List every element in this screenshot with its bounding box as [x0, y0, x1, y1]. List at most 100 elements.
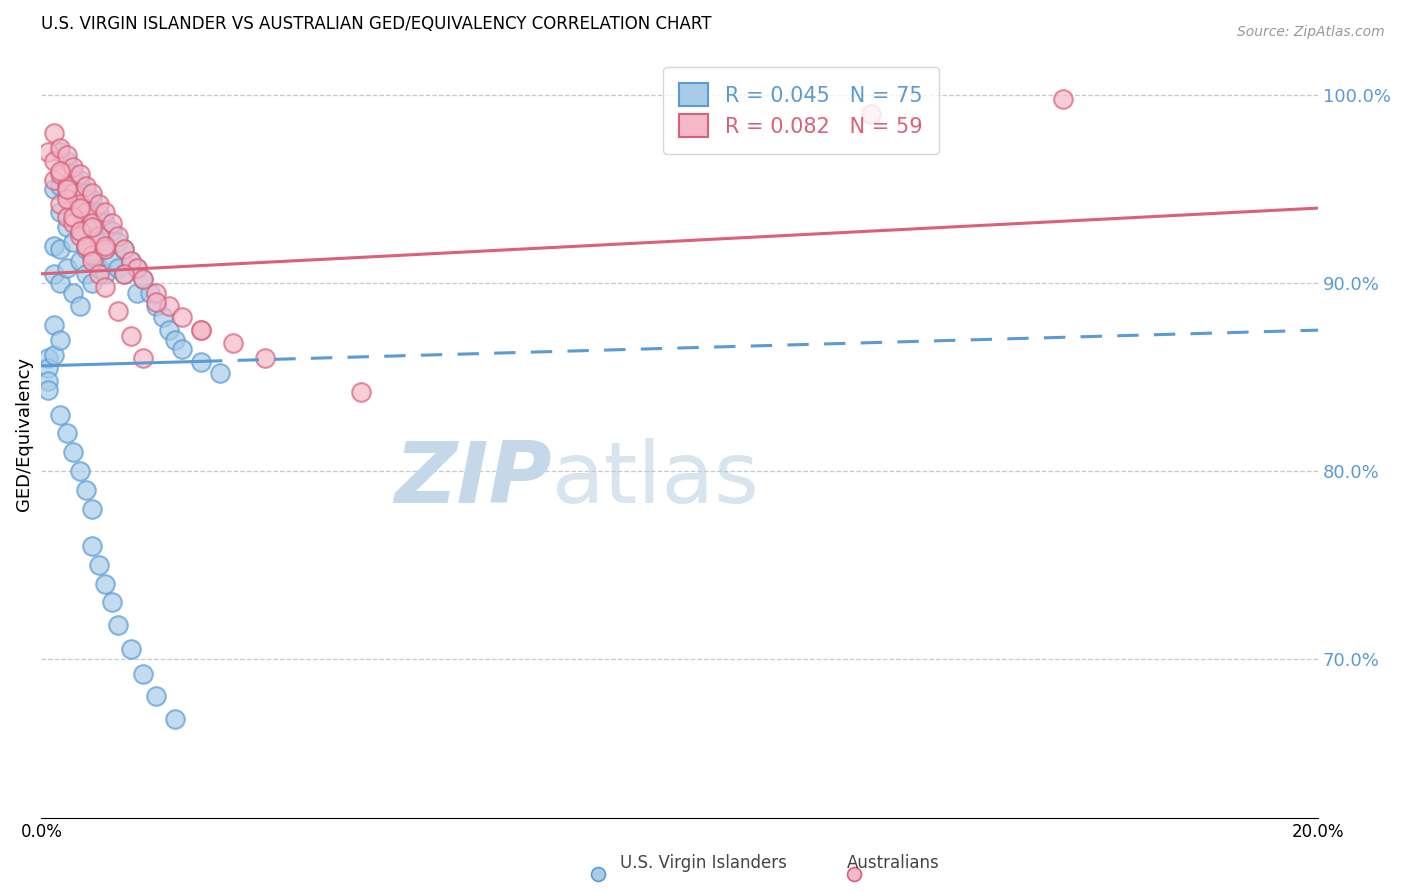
Point [49, 333, 72, 347]
Point [49, 408, 72, 422]
Point [190, 323, 212, 337]
Point [69, 224, 91, 238]
Point [62, 216, 84, 230]
Point [82, 192, 104, 206]
Text: ZIP: ZIP [395, 438, 553, 521]
Point [37, 384, 59, 398]
Point [42, 348, 65, 362]
Point [42, 182, 65, 196]
Point [49, 197, 72, 211]
Point [62, 285, 84, 300]
Point [107, 229, 129, 244]
Point [94, 238, 117, 252]
Point [94, 216, 117, 230]
Point [49, 243, 72, 257]
Point [56, 178, 79, 193]
Point [69, 201, 91, 215]
Point [49, 163, 72, 178]
Point [42, 318, 65, 332]
Point [82, 276, 104, 290]
Point [56, 192, 79, 206]
Text: U.S. VIRGIN ISLANDER VS AUSTRALIAN GED/EQUIVALENCY CORRELATION CHART: U.S. VIRGIN ISLANDER VS AUSTRALIAN GED/E… [41, 15, 711, 33]
Point [87, 229, 110, 244]
Point [62, 211, 84, 225]
Point [56, 186, 79, 200]
Point [69, 253, 91, 268]
Point [62, 160, 84, 174]
Point [120, 642, 142, 657]
Point [56, 182, 79, 196]
Text: atlas: atlas [553, 438, 761, 521]
Point [209, 367, 232, 381]
Point [42, 154, 65, 169]
Point [94, 576, 117, 591]
Point [120, 253, 142, 268]
Point [69, 167, 91, 181]
Point [69, 173, 91, 187]
Point [120, 328, 142, 343]
Point [82, 501, 104, 516]
Point [82, 248, 104, 262]
Point [132, 272, 155, 286]
Point [82, 248, 104, 262]
Point [42, 238, 65, 252]
Text: Australians: Australians [846, 855, 939, 872]
Point [56, 154, 79, 169]
Point [132, 351, 155, 366]
Point [82, 216, 104, 230]
Point [94, 243, 117, 257]
Text: U.S. Virgin Islanders: U.S. Virgin Islanders [620, 855, 786, 872]
Point [87, 204, 110, 219]
Text: Source: ZipAtlas.com: Source: ZipAtlas.com [1237, 25, 1385, 39]
Point [82, 219, 104, 234]
Point [56, 211, 79, 225]
Point [190, 355, 212, 369]
Point [56, 261, 79, 276]
Point [69, 224, 91, 238]
Point [107, 261, 129, 276]
Point [75, 267, 97, 281]
Point [49, 167, 72, 181]
Point [107, 618, 129, 632]
Point [100, 216, 122, 230]
Point [62, 186, 84, 200]
Point [82, 253, 104, 268]
Point [157, 323, 180, 337]
Point [75, 216, 97, 230]
Point [170, 342, 193, 356]
Point [69, 229, 91, 244]
Point [170, 310, 193, 324]
Point [112, 243, 135, 257]
Point [82, 186, 104, 200]
Point [75, 204, 97, 219]
Point [139, 285, 162, 300]
Point [49, 204, 72, 219]
Point [253, 351, 276, 366]
Point [222, 336, 245, 351]
Point [75, 238, 97, 252]
Point [42, 267, 65, 281]
Point [112, 267, 135, 281]
Point [145, 299, 167, 313]
Point [69, 299, 91, 313]
Point [100, 224, 122, 238]
Point [42, 173, 65, 187]
Point [87, 197, 110, 211]
Point [94, 243, 117, 257]
Point [87, 267, 110, 281]
Point [75, 178, 97, 193]
Point [190, 323, 212, 337]
Point [37, 351, 59, 366]
Point [69, 197, 91, 211]
Point [42, 126, 65, 140]
Point [1052, 92, 1074, 106]
Point [588, 867, 610, 881]
Point [860, 107, 883, 121]
Point [75, 243, 97, 257]
Point [82, 224, 104, 238]
Point [127, 261, 149, 276]
Point [94, 280, 117, 294]
Point [62, 235, 84, 249]
Point [94, 267, 117, 281]
Point [165, 712, 187, 726]
